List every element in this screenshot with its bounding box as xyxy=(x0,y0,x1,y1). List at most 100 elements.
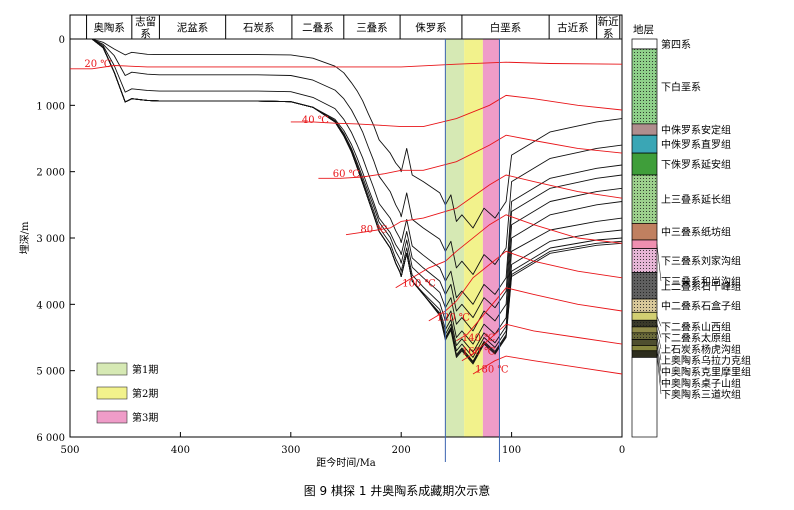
strata-label: 上二叠系石千峰组 xyxy=(661,280,741,293)
isotherm xyxy=(70,61,623,70)
strata-pattern xyxy=(632,48,657,124)
strata-label: 中三叠系纸坊组 xyxy=(661,226,731,239)
charge-band xyxy=(445,39,465,437)
isotherm xyxy=(461,323,623,362)
figure-caption: 图 9 棋探 1 井奥陶系成藏期次示意 xyxy=(303,484,491,498)
x-axis-label: 距今时间/Ma xyxy=(316,456,376,469)
charge-boundary-lines xyxy=(444,39,500,462)
strata-leader xyxy=(656,348,662,383)
x-tick-label: 100 xyxy=(502,445,521,456)
strata-pattern xyxy=(632,332,657,340)
isotherm xyxy=(290,94,623,128)
strata-label: 下三叠系刘家沟组 xyxy=(661,255,741,268)
strata-label: 下侏罗系延安组 xyxy=(661,158,731,171)
strata-label: 中侏罗系安定组 xyxy=(661,124,731,137)
geologic-period-bar: 奥陶系 志留系 泥盆系 石炭系 二叠系 三叠系 侏罗系 白垩系 古近系 新近系 xyxy=(86,15,621,40)
strata-leader xyxy=(656,244,662,282)
strata-label: 中奥陶系克里摩里组 xyxy=(661,365,751,378)
period-label: 新近 xyxy=(598,15,619,28)
charge-band xyxy=(482,39,500,437)
burial-curve xyxy=(91,38,623,332)
period-label: 志留 xyxy=(135,15,156,28)
period-label: 二叠系 xyxy=(302,22,334,34)
burial-curve xyxy=(91,38,623,345)
burial-curve xyxy=(91,38,623,362)
strata-leader xyxy=(656,336,662,361)
burial-curve xyxy=(91,38,623,305)
isotherm-label: 120 ℃ xyxy=(437,312,470,323)
isotherm-label: 40 ℃ xyxy=(302,115,329,126)
isotherm-label: 20 ℃ xyxy=(84,59,111,70)
strata-leader xyxy=(656,329,662,349)
y-axis-label: 埋深/m xyxy=(19,221,31,254)
burial-curve xyxy=(91,38,623,358)
legend-swatch xyxy=(96,410,128,424)
strata-label: 中侏罗系直罗组 xyxy=(661,138,731,151)
isotherm-curves: 20 ℃ 40 ℃ 60 ℃ 80 ℃ 100 ℃ 120 ℃ 140 ℃ 160 ℃ 180 … xyxy=(70,59,623,376)
plot-border xyxy=(69,14,623,438)
isotherm xyxy=(395,214,623,289)
isotherm xyxy=(456,287,623,342)
strata-label: 中奥陶系桌子山组 xyxy=(661,377,741,390)
strata-unit xyxy=(631,38,658,50)
strata-title: 地层 xyxy=(633,23,654,36)
strata-label: 下二叠系山西组 xyxy=(661,320,731,333)
x-tick-label: 300 xyxy=(281,445,300,456)
strata-unit xyxy=(631,345,658,352)
strata-unit xyxy=(631,134,658,154)
burial-curve xyxy=(91,38,623,364)
y-tick-label: 3 000 xyxy=(36,234,65,245)
y-tick-label: 6 000 xyxy=(36,433,65,444)
strata-pattern xyxy=(632,299,657,313)
strata-leader xyxy=(656,316,662,327)
x-tick-label: 0 xyxy=(619,445,625,456)
strata-label: 下奥陶系三道坎组 xyxy=(661,388,741,401)
isotherm-label: 80 ℃ xyxy=(360,225,387,236)
period-label: 奥陶系 xyxy=(93,21,125,34)
x-tick-label: 200 xyxy=(392,445,411,456)
burial-curve xyxy=(91,38,623,275)
isotherm xyxy=(428,250,623,322)
strata-leader xyxy=(656,354,662,395)
period-label: 石炭系 xyxy=(243,22,275,34)
stratigraphic-column: 地层第四系下白垩系中侏罗系安定组中侏罗系直罗组下侏罗系延安组上三叠系延长组中三叠… xyxy=(631,23,751,438)
y-tick-label: 0 xyxy=(59,35,65,46)
strata-unit xyxy=(631,123,658,136)
strata-label: 下白垩系 xyxy=(661,80,701,93)
isotherm xyxy=(318,134,623,179)
legend-label: 第3期 xyxy=(132,411,158,424)
period-label: 系 xyxy=(140,28,151,40)
isotherm xyxy=(345,174,623,236)
strata-label: 上三叠系延长组 xyxy=(661,193,731,206)
strata-unit xyxy=(631,357,658,438)
strata-unit xyxy=(631,311,658,321)
strata-unit xyxy=(631,326,658,334)
strata-label: 第四系 xyxy=(661,38,691,51)
isotherm-label: 180 ℃ xyxy=(475,365,508,376)
period-label: 三叠系 xyxy=(356,22,388,34)
legend-swatch xyxy=(96,386,128,400)
burial-curve xyxy=(91,38,623,229)
isotherm-label: 60 ℃ xyxy=(333,169,360,180)
legend-swatch xyxy=(96,362,128,376)
strata-pattern xyxy=(632,320,657,327)
strata-pattern xyxy=(632,248,657,273)
strata-unit xyxy=(631,239,658,249)
isotherm xyxy=(472,355,623,375)
strata-label: 上石炭系杨虎沟组 xyxy=(661,343,741,356)
strata-unit xyxy=(631,152,658,176)
strata-label: 中二叠系石盒子组 xyxy=(661,300,741,313)
isotherm-label: 140 ℃ xyxy=(462,333,495,344)
period-label: 白垩系 xyxy=(490,21,522,34)
strata-unit xyxy=(631,223,658,241)
y-tick-label: 5 000 xyxy=(36,367,65,378)
burial-curve xyxy=(91,38,623,365)
period-label: 侏罗系 xyxy=(415,22,447,34)
isotherm-label: 160 ℃ xyxy=(462,347,495,358)
period-label: 古近系 xyxy=(557,21,589,34)
y-tick-label: 1 000 xyxy=(36,101,65,112)
legend-label: 第2期 xyxy=(132,387,158,400)
strata-pattern xyxy=(632,272,657,300)
